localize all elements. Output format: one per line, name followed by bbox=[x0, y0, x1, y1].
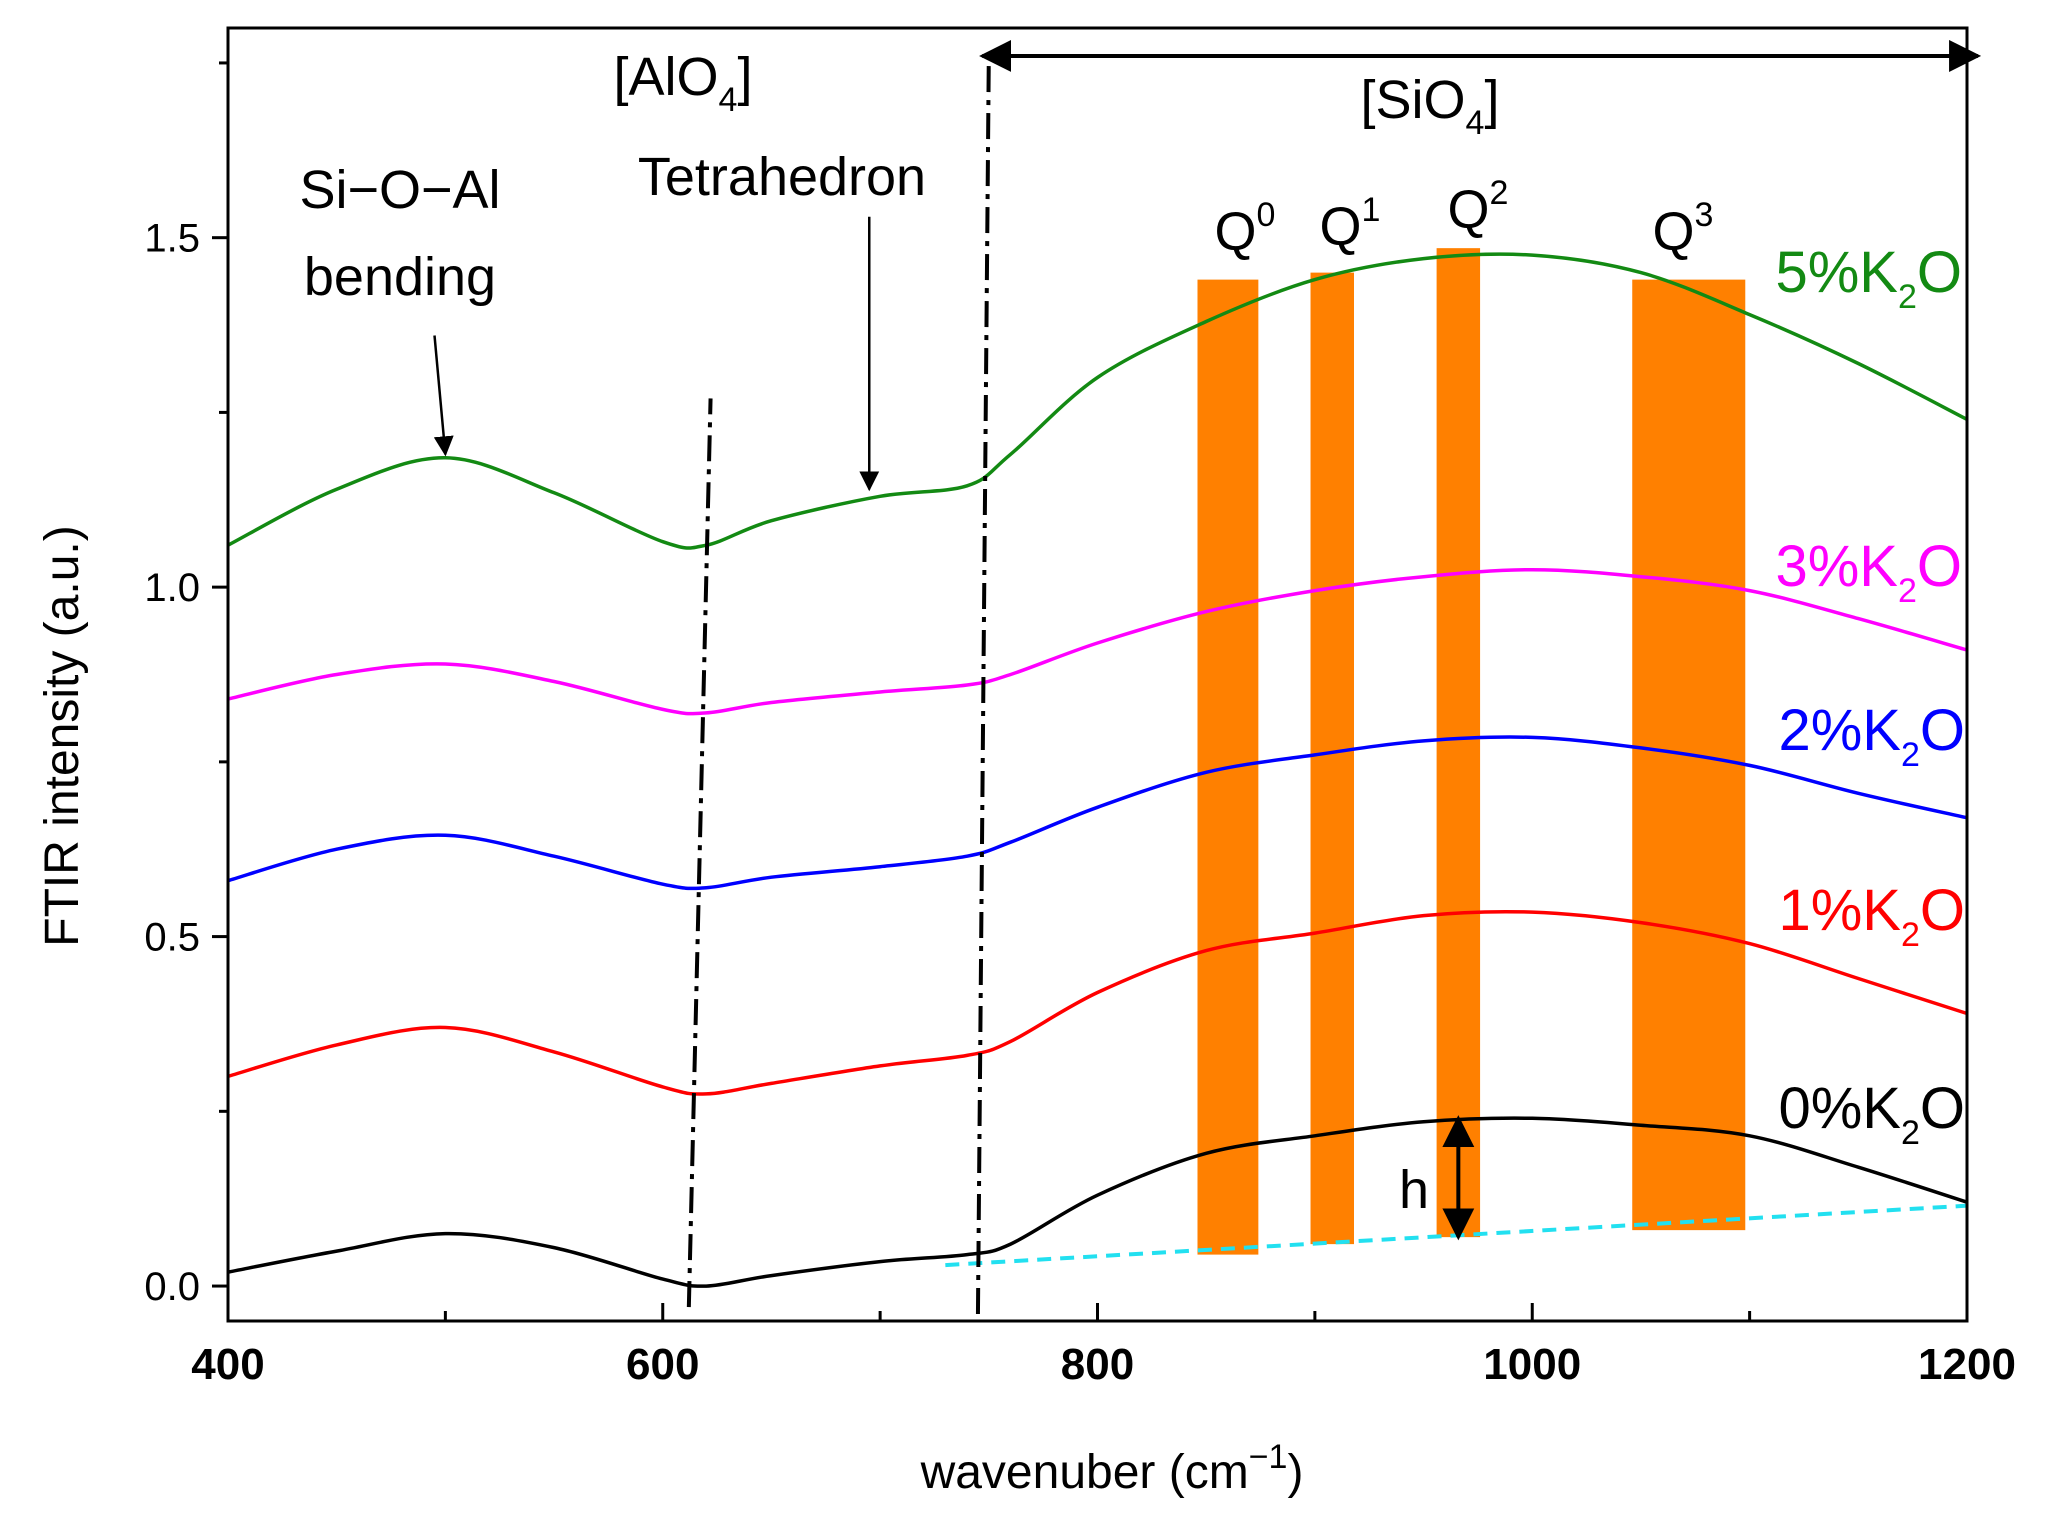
series-line-2 bbox=[227, 735, 1968, 891]
sio4-label: [SiO4] bbox=[1361, 70, 1500, 142]
q0-label: Q0 bbox=[1215, 196, 1276, 262]
series-label-5-post: O bbox=[1917, 240, 1962, 305]
dashdot-marker-2 bbox=[975, 55, 991, 1315]
x-axis-title-close: ) bbox=[1287, 1446, 1303, 1499]
series-label-2-sub: 2 bbox=[1901, 736, 1920, 774]
q1-label-sup: 1 bbox=[1362, 191, 1381, 229]
band-q2 bbox=[1436, 248, 1481, 1238]
alo4-label-sub: 4 bbox=[719, 81, 738, 119]
series-label-0-pre: 0%K bbox=[1778, 1076, 1901, 1141]
x-axis-title-main: wavenuber (cm bbox=[920, 1446, 1249, 1499]
series-line-0 bbox=[227, 1116, 1968, 1288]
series-label-0: 0%K2O bbox=[1778, 1076, 1965, 1152]
q1-label: Q1 bbox=[1320, 191, 1381, 257]
series-label-2-pre: 2%K bbox=[1778, 698, 1901, 763]
series-label-1: 1%K2O bbox=[1778, 878, 1965, 954]
series-lines bbox=[227, 252, 1968, 1288]
q2-label-main: Q bbox=[1448, 180, 1490, 240]
series-label-5-pre: 5%K bbox=[1775, 240, 1898, 305]
series-label-0-post: O bbox=[1920, 1076, 1965, 1141]
sio4-label-pre: [SiO bbox=[1361, 70, 1466, 130]
series-label-2: 2%K2O bbox=[1778, 698, 1965, 774]
series-label-3-pre: 3%K bbox=[1775, 534, 1898, 599]
x-axis-title-sup: −1 bbox=[1249, 1438, 1288, 1476]
alo4-label: [AlO4] bbox=[614, 47, 753, 119]
band-q1 bbox=[1310, 272, 1355, 1245]
axes-ticks: 400 600 800 1000 1200 0.0 0.5 1.0 1.5 bbox=[144, 61, 2016, 1389]
alo4-label-pre: [AlO bbox=[614, 47, 719, 107]
x-tick-label-1200: 1200 bbox=[1918, 1340, 2016, 1389]
series-label-5-sub: 2 bbox=[1898, 278, 1917, 316]
series-label-1-pre: 1%K bbox=[1778, 878, 1901, 943]
vertical-markers bbox=[686, 55, 991, 1315]
y-axis-title: FTIR intensity (a.u.) bbox=[36, 525, 89, 946]
h-label: h bbox=[1399, 1160, 1429, 1220]
q1-label-main: Q bbox=[1320, 197, 1362, 257]
x-tick-label-600: 600 bbox=[626, 1340, 699, 1389]
q3-label: Q3 bbox=[1653, 196, 1714, 262]
q0-label-sup: 0 bbox=[1257, 196, 1276, 234]
series-line-1 bbox=[227, 909, 1968, 1096]
annotation-arrow-1 bbox=[433, 335, 454, 457]
alo4-label-post: ] bbox=[737, 47, 752, 107]
sio4-label-sub: 4 bbox=[1466, 104, 1485, 142]
y-tick-label-1.5: 1.5 bbox=[144, 217, 200, 261]
y-tick-label-0.5: 0.5 bbox=[144, 916, 200, 960]
annotation-arrows bbox=[433, 39, 1982, 1241]
sioal-label-line2: bending bbox=[304, 247, 496, 307]
series-line-3 bbox=[227, 567, 1968, 716]
y-tick-label-1: 1.0 bbox=[144, 566, 200, 610]
series-label-1-sub: 2 bbox=[1901, 916, 1920, 954]
series-line-5 bbox=[227, 252, 1968, 550]
series-label-3: 3%K2O bbox=[1775, 534, 1962, 610]
x-tick-label-1000: 1000 bbox=[1483, 1340, 1581, 1389]
series-label-0-sub: 2 bbox=[1901, 1114, 1920, 1152]
tetrahedron-label: Tetrahedron bbox=[638, 147, 926, 207]
dashdot-marker-1 bbox=[686, 398, 713, 1308]
sio4-label-post: ] bbox=[1484, 70, 1499, 130]
sioal-label-line1: Si−O−Al bbox=[299, 160, 500, 220]
q0-label-main: Q bbox=[1215, 202, 1257, 262]
q2-label: Q2 bbox=[1448, 174, 1509, 240]
q3-label-sup: 3 bbox=[1695, 196, 1714, 234]
q2-label-sup: 2 bbox=[1490, 174, 1509, 212]
series-label-2-post: O bbox=[1920, 698, 1965, 763]
series-label-1-post: O bbox=[1920, 878, 1965, 943]
x-axis-title: wavenuber (cm−1) bbox=[920, 1438, 1304, 1499]
series-label-3-sub: 2 bbox=[1898, 572, 1917, 610]
x-tick-label-800: 800 bbox=[1061, 1340, 1134, 1389]
series-label-5: 5%K2O bbox=[1775, 240, 1962, 316]
q3-label-main: Q bbox=[1653, 202, 1695, 262]
x-tick-label-400: 400 bbox=[191, 1340, 264, 1389]
series-label-3-post: O bbox=[1917, 534, 1962, 599]
y-tick-label-0: 0.0 bbox=[144, 1265, 200, 1309]
